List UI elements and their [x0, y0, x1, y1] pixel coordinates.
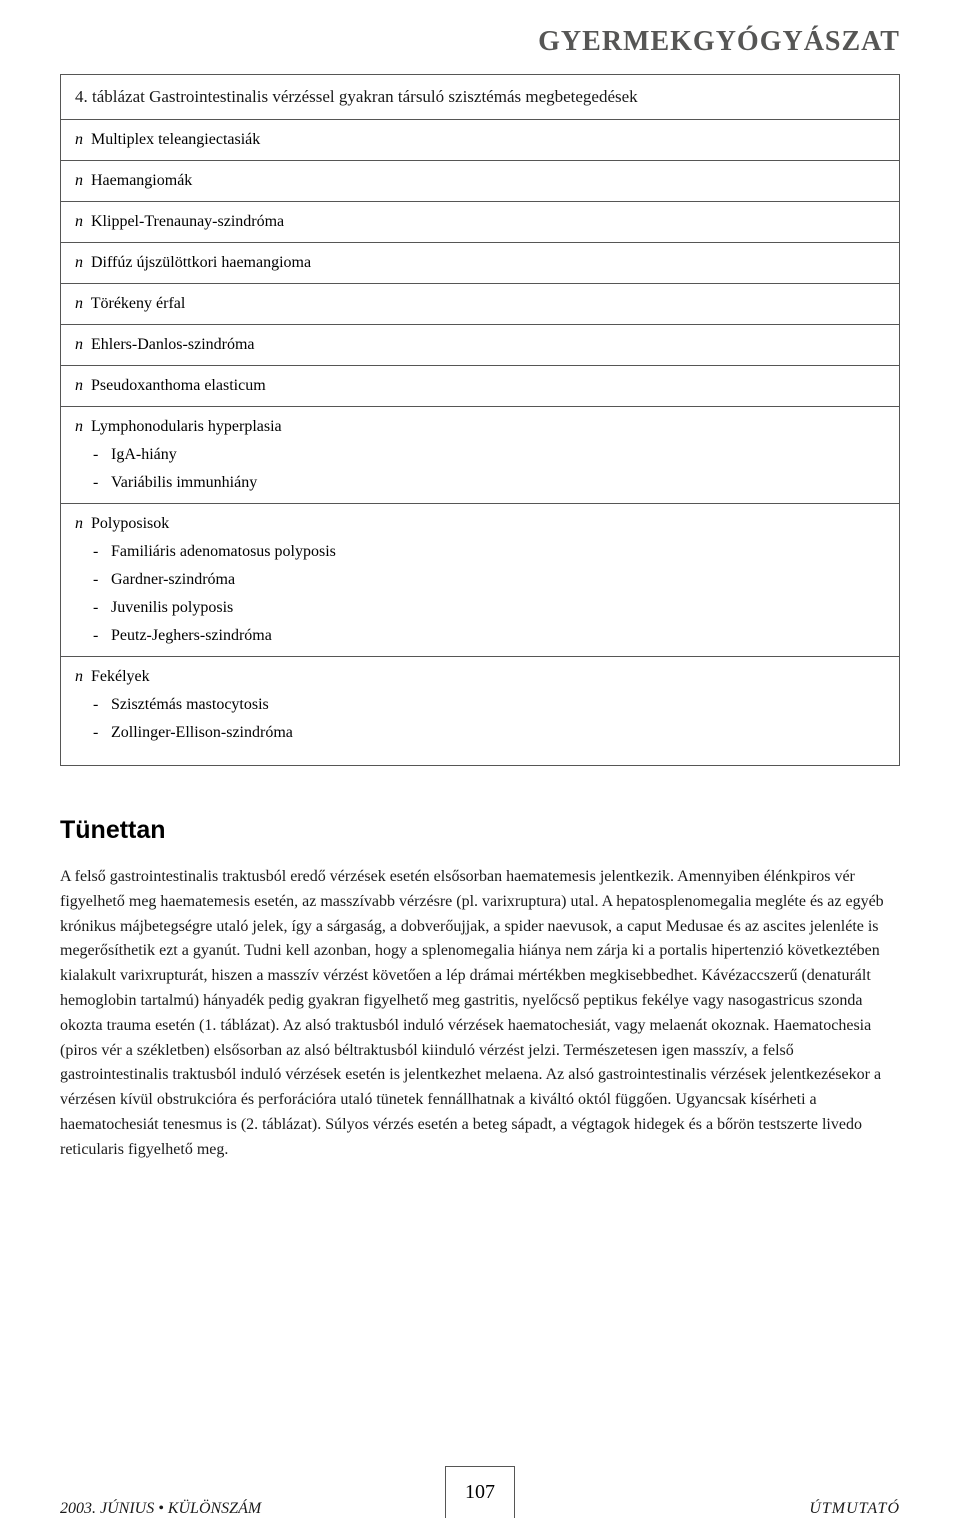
table-row: n Ehlers-Danlos-szindróma — [61, 324, 899, 365]
page-number: 107 — [445, 1466, 515, 1518]
n-marker: n — [75, 172, 87, 189]
table-row: n Fekélyek Szisztémás mastocytosis Zolli… — [61, 656, 899, 765]
n-marker: n — [75, 213, 87, 230]
row-text: Polyposisok — [87, 515, 169, 532]
row-text: Haemangiomák — [87, 172, 192, 189]
n-marker: n — [75, 295, 87, 312]
n-marker: n — [75, 418, 87, 435]
row-text: Multiplex teleangiectasiák — [87, 131, 260, 148]
n-marker: n — [75, 254, 87, 271]
sub-item: Juvenilis polyposis — [75, 594, 885, 622]
table-row: n Multiplex teleangiectasiák — [61, 119, 899, 160]
table-row: n Lymphonodularis hyperplasia IgA-hiány … — [61, 406, 899, 503]
table-row: n Polyposisok Familiáris adenomatosus po… — [61, 503, 899, 656]
section-body: A felső gastrointestinalis traktusból er… — [60, 865, 900, 1163]
n-marker: n — [75, 668, 87, 685]
row-text: Klippel-Trenaunay-szindróma — [87, 213, 284, 230]
table-row: n Klippel-Trenaunay-szindróma — [61, 201, 899, 242]
table-row: n Pseudoxanthoma elasticum — [61, 365, 899, 406]
table-title: 4. táblázat Gastrointestinalis vérzéssel… — [61, 75, 899, 119]
header-title: GYERMEKGYÓGYÁSZAT — [60, 28, 900, 56]
row-text: Ehlers-Danlos-szindróma — [87, 336, 255, 353]
n-marker: n — [75, 336, 87, 353]
sub-item: Zollinger-Ellison-szindróma — [75, 719, 885, 747]
row-text: Pseudoxanthoma elasticum — [87, 377, 266, 394]
sub-item: Gardner-szindróma — [75, 566, 885, 594]
table-row: n Haemangiomák — [61, 160, 899, 201]
sub-item: IgA-hiány — [75, 441, 885, 469]
page: GYERMEKGYÓGYÁSZAT 4. táblázat Gastrointe… — [0, 0, 960, 1538]
table-row: n Diffúz újszülöttkori haemangioma — [61, 242, 899, 283]
sub-item: Szisztémás mastocytosis — [75, 691, 885, 719]
row-text: Törékeny érfal — [87, 295, 185, 312]
row-text: Diffúz újszülöttkori haemangioma — [87, 254, 311, 271]
section-heading: Tünettan — [60, 816, 900, 845]
sub-item: Peutz-Jeghers-szindróma — [75, 622, 885, 650]
row-text: Lymphonodularis hyperplasia — [87, 418, 282, 435]
n-marker: n — [75, 131, 87, 148]
sub-item: Variábilis immunhiány — [75, 469, 885, 497]
footer-right: ÚTMUTATÓ — [809, 1500, 900, 1518]
footer-left: 2003. JÚNIUS • KÜLÖNSZÁM — [60, 1500, 261, 1518]
footer-center: 107 — [445, 1466, 515, 1518]
footer: 2003. JÚNIUS • KÜLÖNSZÁM 107 ÚTMUTATÓ — [60, 1500, 900, 1518]
sub-item: Familiáris adenomatosus polyposis — [75, 538, 885, 566]
row-text: Fekélyek — [87, 668, 150, 685]
n-marker: n — [75, 377, 87, 394]
n-marker: n — [75, 515, 87, 532]
table-box: 4. táblázat Gastrointestinalis vérzéssel… — [60, 74, 900, 766]
table-row: n Törékeny érfal — [61, 283, 899, 324]
